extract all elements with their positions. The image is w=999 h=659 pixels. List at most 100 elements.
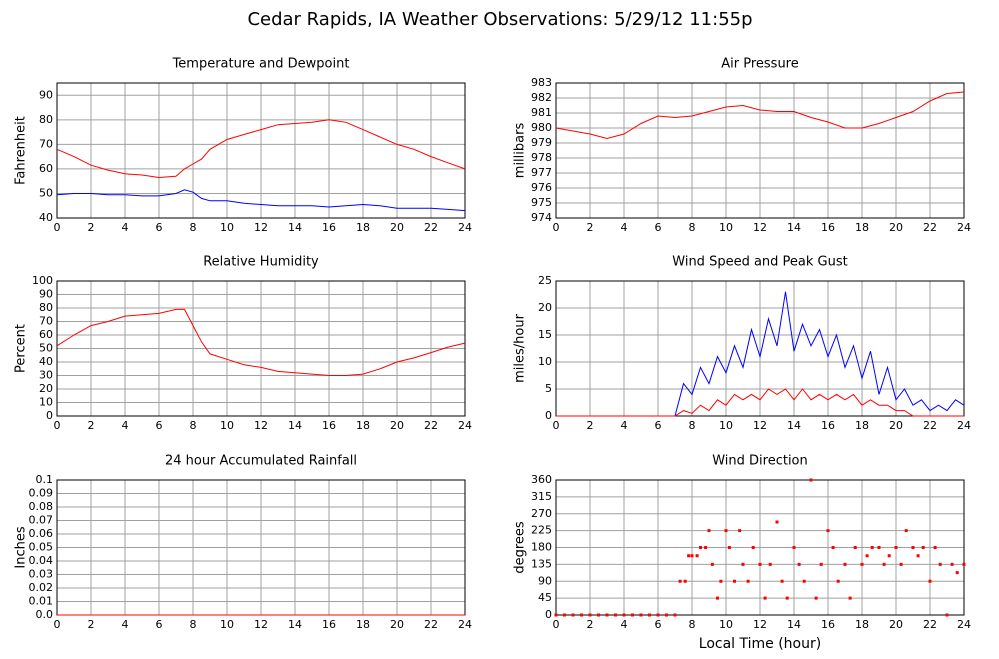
scatter-point bbox=[683, 579, 687, 583]
chart-title: Relative Humidity bbox=[203, 255, 319, 270]
y-tick-label: 977 bbox=[531, 166, 552, 179]
scatter-point bbox=[819, 562, 823, 566]
x-tick-label: 2 bbox=[587, 618, 594, 631]
x-tick-label: 0 bbox=[553, 221, 560, 234]
scatter-point bbox=[746, 579, 750, 583]
scatter-point bbox=[843, 562, 847, 566]
y-tick-label: 70 bbox=[39, 137, 53, 150]
scatter-point bbox=[678, 579, 682, 583]
scatter-point bbox=[894, 546, 898, 549]
scatter-point bbox=[563, 613, 566, 617]
scatter-point bbox=[865, 554, 869, 558]
x-tick-label: 24 bbox=[458, 419, 472, 432]
y-tick-label: 360 bbox=[531, 473, 552, 486]
x-tick-label: 12 bbox=[753, 419, 767, 432]
x-tick-label: 2 bbox=[88, 221, 95, 234]
x-tick-label: 20 bbox=[889, 618, 903, 631]
x-tick-label: 10 bbox=[719, 618, 733, 631]
y-tick-label: 0.04 bbox=[29, 554, 54, 567]
x-tick-label: 16 bbox=[322, 618, 336, 631]
scatter-point bbox=[704, 546, 708, 549]
x-tick-label: 18 bbox=[356, 419, 370, 432]
scatter-point bbox=[950, 562, 954, 566]
x-tick-label: 0 bbox=[553, 419, 560, 432]
x-tick-label: 22 bbox=[424, 221, 438, 234]
scatter-point bbox=[707, 529, 711, 533]
x-tick-label: 16 bbox=[821, 419, 835, 432]
chart-title: Wind Direction bbox=[712, 454, 808, 469]
series-line bbox=[56, 189, 466, 212]
x-tick-label: 6 bbox=[655, 419, 662, 432]
scatter-point bbox=[639, 613, 643, 617]
scatter-point bbox=[775, 520, 779, 524]
y-tick-label: 90 bbox=[39, 288, 53, 301]
scatter-point bbox=[605, 613, 609, 617]
series-line bbox=[555, 91, 965, 140]
x-tick-label: 12 bbox=[254, 419, 268, 432]
scatter-point bbox=[921, 546, 925, 549]
scatter-point bbox=[780, 579, 784, 583]
y-tick-label: 0.03 bbox=[29, 568, 54, 581]
y-tick-label: 10 bbox=[538, 355, 552, 368]
scatter-point bbox=[882, 562, 886, 566]
x-tick-label: 2 bbox=[587, 221, 594, 234]
scatter-point bbox=[814, 596, 818, 600]
scatter-point bbox=[656, 613, 660, 617]
y-tick-label: 45 bbox=[538, 591, 552, 604]
y-tick-label: 5 bbox=[545, 382, 552, 395]
x-tick-label: 6 bbox=[156, 221, 163, 234]
y-tick-label: 20 bbox=[39, 382, 53, 395]
x-tick-label: 24 bbox=[957, 221, 971, 234]
x-tick-label: 10 bbox=[220, 618, 234, 631]
scatter-point bbox=[792, 546, 796, 549]
y-axis-label: Inches bbox=[14, 526, 29, 568]
y-tick-label: 315 bbox=[531, 490, 552, 503]
scatter-point bbox=[733, 579, 736, 583]
scatter-point bbox=[938, 562, 942, 566]
y-tick-label: 60 bbox=[39, 162, 53, 175]
scatter-point bbox=[809, 478, 813, 482]
y-axis-label: Fahrenheit bbox=[14, 116, 29, 185]
scatter-point bbox=[719, 579, 723, 583]
x-tick-label: 0 bbox=[54, 221, 61, 234]
x-tick-label: 14 bbox=[288, 618, 302, 631]
scatter-point bbox=[622, 613, 626, 617]
x-tick-label: 8 bbox=[190, 618, 197, 631]
scatter-point bbox=[554, 613, 558, 617]
y-tick-label: 0.0 bbox=[36, 608, 54, 621]
x-tick-label: 22 bbox=[923, 221, 937, 234]
x-tick-label: 0 bbox=[54, 618, 61, 631]
scatter-point bbox=[916, 554, 920, 558]
y-tick-label: 0.1 bbox=[36, 473, 54, 486]
y-tick-label: 50 bbox=[39, 342, 53, 355]
scatter-point bbox=[928, 579, 932, 583]
x-tick-label: 4 bbox=[122, 618, 129, 631]
y-tick-label: 70 bbox=[39, 315, 53, 328]
x-tick-label: 2 bbox=[88, 618, 95, 631]
x-tick-label: 18 bbox=[356, 618, 370, 631]
scatter-point bbox=[836, 579, 840, 583]
scatter-point bbox=[695, 554, 699, 558]
scatter-point bbox=[588, 613, 592, 617]
x-tick-label: 14 bbox=[288, 419, 302, 432]
y-tick-label: 978 bbox=[531, 151, 552, 164]
x-tick-label: 20 bbox=[390, 618, 404, 631]
x-tick-label: 20 bbox=[889, 419, 903, 432]
x-tick-label: 4 bbox=[122, 221, 129, 234]
scatter-point bbox=[727, 546, 731, 549]
page-title: Cedar Rapids, IA Weather Observations: 5… bbox=[247, 9, 752, 30]
scatter-point bbox=[955, 571, 959, 575]
x-tick-label: 8 bbox=[689, 419, 696, 432]
y-tick-label: 0 bbox=[545, 608, 552, 621]
y-tick-label: 135 bbox=[531, 557, 552, 570]
plot-frame bbox=[56, 82, 466, 219]
x-tick-label: 4 bbox=[621, 221, 628, 234]
y-tick-label: 0.02 bbox=[29, 581, 54, 594]
scatter-point bbox=[716, 596, 719, 600]
y-tick-label: 90 bbox=[39, 88, 53, 101]
scatter-point bbox=[699, 546, 702, 549]
chart-title: Temperature and Dewpoint bbox=[172, 57, 350, 72]
x-tick-label: 6 bbox=[156, 618, 163, 631]
